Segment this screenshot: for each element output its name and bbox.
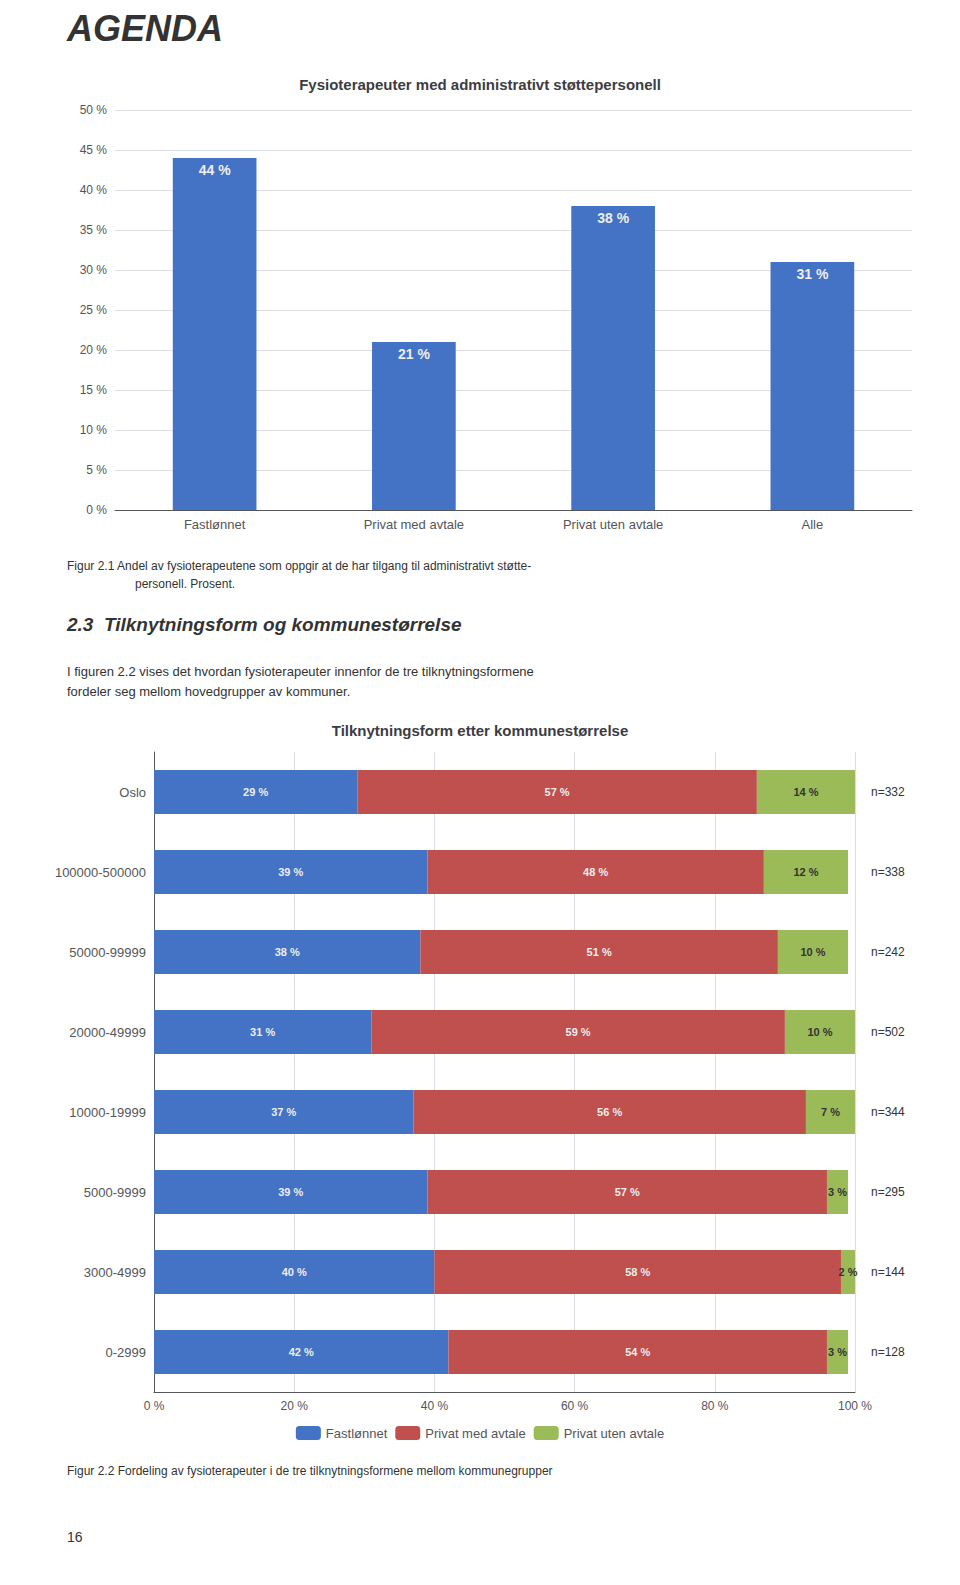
svg-text:0 %: 0 % — [86, 503, 107, 517]
svg-text:Privat uten avtale: Privat uten avtale — [564, 1426, 664, 1441]
svg-text:45 %: 45 % — [80, 143, 108, 157]
svg-text:14 %: 14 % — [793, 786, 818, 798]
svg-text:5 %: 5 % — [86, 463, 107, 477]
svg-text:personell. Prosent.: personell. Prosent. — [135, 577, 235, 591]
svg-text:21 %: 21 % — [398, 346, 430, 362]
svg-text:30 %: 30 % — [80, 263, 108, 277]
svg-text:80 %: 80 % — [701, 1399, 729, 1413]
svg-text:Fastlønnet: Fastlønnet — [326, 1426, 388, 1441]
svg-text:60 %: 60 % — [561, 1399, 589, 1413]
svg-text:40 %: 40 % — [80, 183, 108, 197]
svg-text:Fastlønnet: Fastlønnet — [184, 517, 246, 532]
svg-text:100 %: 100 % — [838, 1399, 872, 1413]
svg-text:42 %: 42 % — [289, 1346, 314, 1358]
svg-text:40 %: 40 % — [421, 1399, 449, 1413]
svg-text:50000-99999: 50000-99999 — [69, 945, 146, 960]
svg-text:40 %: 40 % — [282, 1266, 307, 1278]
svg-text:48 %: 48 % — [583, 866, 608, 878]
svg-text:39 %: 39 % — [278, 1186, 303, 1198]
svg-text:56 %: 56 % — [597, 1106, 622, 1118]
svg-text:n=128: n=128 — [871, 1345, 905, 1359]
svg-text:12 %: 12 % — [793, 866, 818, 878]
svg-text:35 %: 35 % — [80, 223, 108, 237]
svg-text:Figur 2.1 Andel av fysioterape: Figur 2.1 Andel av fysioterapeutene som … — [67, 559, 531, 573]
svg-text:n=295: n=295 — [871, 1185, 905, 1199]
svg-text:Privat med avtale: Privat med avtale — [425, 1426, 525, 1441]
svg-text:n=338: n=338 — [871, 865, 905, 879]
svg-text:3000-4999: 3000-4999 — [84, 1265, 146, 1280]
svg-text:0-2999: 0-2999 — [106, 1345, 146, 1360]
svg-text:10000-19999: 10000-19999 — [69, 1105, 146, 1120]
svg-text:7 %: 7 % — [821, 1106, 840, 1118]
svg-text:AGENDA: AGENDA — [66, 8, 223, 49]
svg-text:Privat uten avtale: Privat uten avtale — [563, 517, 663, 532]
svg-text:fordeler seg mellom hovedgrupp: fordeler seg mellom hovedgrupper av komm… — [67, 684, 350, 699]
svg-text:51 %: 51 % — [587, 946, 612, 958]
svg-text:Figur 2.2 Fordeling av fysiote: Figur 2.2 Fordeling av fysioterapeuter i… — [67, 1464, 553, 1478]
svg-text:100000-500000: 100000-500000 — [55, 865, 146, 880]
svg-text:15 %: 15 % — [80, 383, 108, 397]
svg-text:38 %: 38 % — [275, 946, 300, 958]
svg-text:44 %: 44 % — [199, 162, 231, 178]
svg-text:20000-49999: 20000-49999 — [69, 1025, 146, 1040]
svg-text:Alle: Alle — [802, 517, 824, 532]
svg-text:2.3 Tilknytningsform og kommu: 2.3 Tilknytningsform og kommunestørrelse — [66, 614, 462, 635]
svg-text:39 %: 39 % — [278, 866, 303, 878]
svg-text:10 %: 10 % — [807, 1026, 832, 1038]
svg-text:n=332: n=332 — [871, 785, 905, 799]
svg-text:54 %: 54 % — [625, 1346, 650, 1358]
svg-text:50 %: 50 % — [80, 103, 108, 117]
svg-text:5000-9999: 5000-9999 — [84, 1185, 146, 1200]
svg-text:57 %: 57 % — [545, 786, 570, 798]
svg-text:0 %: 0 % — [144, 1399, 165, 1413]
svg-text:31 %: 31 % — [250, 1026, 275, 1038]
svg-text:Privat med avtale: Privat med avtale — [364, 517, 464, 532]
svg-text:57 %: 57 % — [615, 1186, 640, 1198]
svg-text:31 %: 31 % — [796, 266, 828, 282]
svg-text:3 %: 3 % — [828, 1346, 847, 1358]
svg-text:n=502: n=502 — [871, 1025, 905, 1039]
svg-text:n=344: n=344 — [871, 1105, 905, 1119]
svg-text:20 %: 20 % — [80, 343, 108, 357]
svg-text:n=242: n=242 — [871, 945, 905, 959]
svg-text:38 %: 38 % — [597, 210, 629, 226]
svg-text:3 %: 3 % — [828, 1186, 847, 1198]
svg-text:25 %: 25 % — [80, 303, 108, 317]
svg-text:16: 16 — [67, 1529, 83, 1545]
svg-text:58 %: 58 % — [625, 1266, 650, 1278]
svg-text:Tilknytningsform etter kommune: Tilknytningsform etter kommunestørrelse — [332, 722, 628, 739]
svg-text:59 %: 59 % — [566, 1026, 591, 1038]
svg-text:29 %: 29 % — [243, 786, 268, 798]
svg-text:37 %: 37 % — [271, 1106, 296, 1118]
svg-text:10 %: 10 % — [80, 423, 108, 437]
svg-text:I figuren 2.2 vises det hvorda: I figuren 2.2 vises det hvordan fysioter… — [67, 664, 534, 679]
svg-text:Fysioterapeuter med administra: Fysioterapeuter med administrativt støtt… — [299, 76, 661, 93]
svg-text:Oslo: Oslo — [119, 785, 146, 800]
svg-text:20 %: 20 % — [281, 1399, 309, 1413]
svg-text:n=144: n=144 — [871, 1265, 905, 1279]
svg-text:10 %: 10 % — [800, 946, 825, 958]
svg-text:2 %: 2 % — [839, 1266, 858, 1278]
